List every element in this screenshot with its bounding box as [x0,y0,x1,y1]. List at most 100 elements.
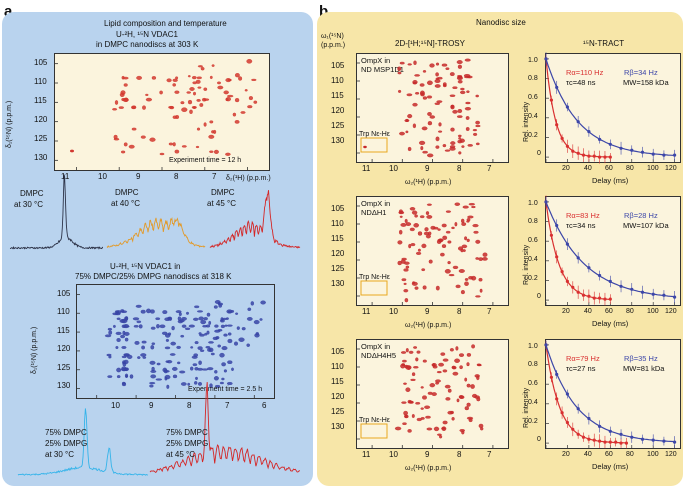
hsqc2-peak [166,384,170,389]
hsqc2-peak [113,324,116,328]
hsqc2-peak [176,345,181,349]
trosy1-peak [428,259,433,264]
hsqc1-peak [123,142,128,147]
data-point-alpha-2 [560,411,564,415]
trosy1-peak [437,228,441,231]
trosy1-peak [398,211,405,215]
data-point-beta-1 [673,295,677,299]
trosy2-peak [438,362,444,367]
hsqc1-peak [247,105,253,109]
hsqc2-caption-line2: 75% DMPC/25% DMPG nanodiscs at 318 K [75,272,232,281]
hsqc2-peak [196,310,203,313]
trosy0-peak [475,142,480,146]
hsqc1-peak [151,76,157,80]
tract-dtick-1-4: 100 [647,308,659,315]
trace1c [209,190,301,249]
data-point-alpha-2 [576,432,580,436]
hsqc1-peak [200,66,205,71]
tract-dtick-1-5: 120 [665,308,677,315]
trosy-xtick-1-1: 10 [389,307,398,316]
trosy0-peak [435,136,440,142]
sample-label-line1-2: OmpX in [361,342,391,351]
hsqc2-peak [194,305,200,309]
hsqc1-ytick-0: 105 [34,58,48,67]
hsqc2-peak [179,370,186,374]
trosy0-peak [422,150,428,154]
hsqc1-peak [181,107,188,112]
hsqc1-peak [225,152,231,156]
trace1a [9,174,103,250]
hsqc1-peak [112,108,118,111]
data-point-beta-1 [662,293,666,297]
hsqc2-ytick-4: 125 [57,363,71,372]
trosy1-peak [479,288,483,293]
trosy2-peak [415,401,421,405]
hsqc1-peak [211,64,215,67]
hsqc2-ytick-0: 105 [57,289,71,298]
trosy1-peak [445,210,452,213]
hsqc2-peak [231,367,234,371]
trosy-ytick-1-1: 110 [331,219,344,228]
trosy1-peak [414,286,419,290]
trosy2-peak [403,382,407,385]
data-point-beta-2 [640,437,645,441]
trosy2-peak [466,383,471,388]
hsqc1-peak [191,106,197,109]
hsqc2-peak [223,333,228,337]
hsqc2-peak [259,318,263,321]
hsqc1-ytick-3: 120 [34,115,48,124]
trosy0-peak [399,131,405,136]
hsqc1-peak [216,81,221,85]
hsqc2-peak [185,311,189,315]
hsqc2-peak [199,333,205,337]
hsqc1-xlabel: δ₂(¹H) (p.p.m.) [226,175,271,182]
hsqc2-peak [140,309,146,314]
hsqc2-peak [205,346,211,349]
trosy2-peak [425,415,431,419]
data-point-beta-0 [598,137,602,141]
hsqc2-peak [197,381,202,386]
tract-dtick-2-4: 100 [647,451,659,458]
hsqc2-peak [178,312,182,317]
hsqc2-peak [165,338,169,342]
trosy0-peak [460,87,465,91]
hsqc2-peak [138,324,143,329]
trosy0-peak [458,137,462,140]
hsqc1-peak [180,101,185,105]
trosy2-peak [459,365,463,370]
trosy1-peak [410,243,416,247]
data-point-beta-1 [576,256,580,260]
trosy2-peak [432,365,438,369]
trosy2-peak [401,401,407,404]
hsqc2-peak [208,341,214,344]
tau-c-2: τc=27 ns [566,364,596,373]
trosy1-peak [442,235,448,240]
tract-dtick-0-5: 120 [665,165,677,172]
trosy1-peak [472,224,479,228]
trosy1-peak [417,231,423,236]
trosy-ytick-2-5: 130 [331,422,345,431]
hsqc2-xtick-2: 8 [187,401,192,410]
tract-dtick-1-3: 80 [626,308,634,315]
trosy2-peak [449,348,454,352]
trosy2-peak [394,426,402,431]
trace1a-label-line1: DMPC [20,189,44,198]
trosy2-peak [445,397,451,401]
trosy2-peak [429,383,436,388]
trosy1-peak [466,238,470,243]
tract-dlabel-2: Delay (ms) [592,462,629,471]
hsqc2-peak [116,317,121,320]
trosy0-peak [465,126,470,131]
data-point-alpha-1 [565,279,570,283]
data-point-alpha-2 [592,438,596,442]
hsqc2-peak [189,366,194,371]
data-point-alpha-0 [603,155,607,159]
hsqc1-peak [209,120,214,124]
trp-label-2: Trp Nε-Hε [359,417,390,424]
trosy-frame-1 [356,196,509,306]
r-alpha-2: Rα=79 Hz [566,354,600,363]
hsqc2-peak [227,338,233,344]
trosy2-peak [442,369,448,373]
trosy-xtick-0-1: 10 [389,164,398,173]
